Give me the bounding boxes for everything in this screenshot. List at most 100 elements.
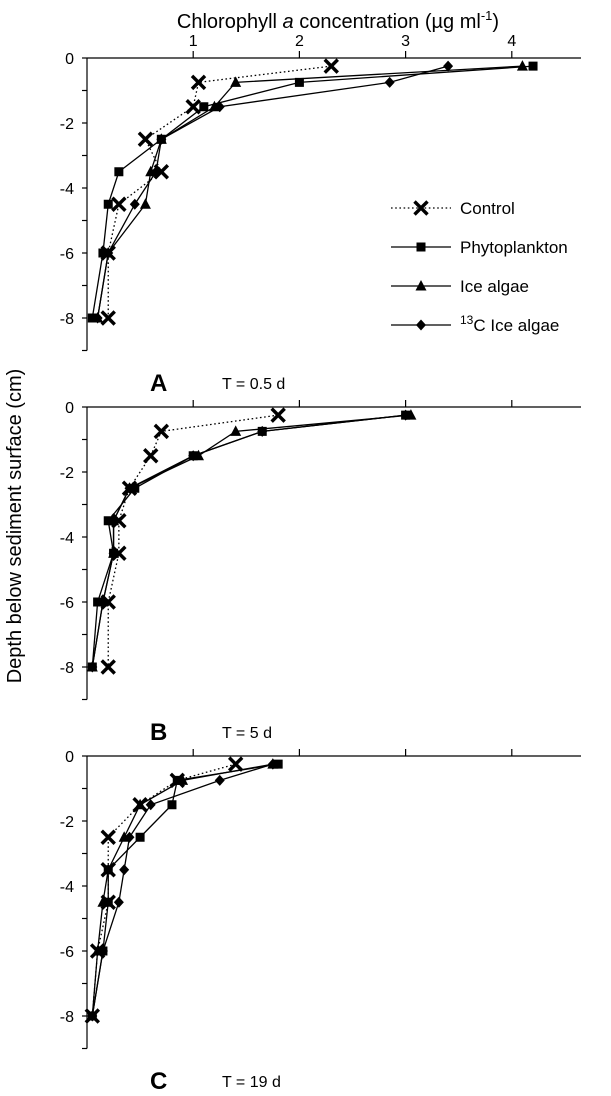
- phyto-marker: [156, 134, 166, 144]
- phyto-marker: [98, 248, 108, 258]
- phyto-marker: [416, 242, 426, 252]
- control-marker: [89, 943, 106, 959]
- phyto-marker: [135, 832, 145, 842]
- y-axis-title: Depth below sediment surface (cm): [4, 369, 26, 684]
- series-ice: [86, 409, 417, 672]
- y-tick-label: -2: [60, 116, 74, 133]
- c13-marker: [443, 60, 454, 72]
- c13-marker: [145, 799, 156, 811]
- control-marker: [111, 513, 127, 529]
- phyto-marker: [199, 102, 209, 112]
- control-marker: [121, 480, 138, 496]
- phyto-marker: [401, 410, 411, 420]
- series-control: [100, 58, 339, 326]
- y-tick-label: -4: [60, 530, 74, 547]
- x-tick-label: 4: [507, 33, 516, 50]
- panel-c: 0 -2 -4 -6 -8 C T = 19 d: [60, 749, 581, 1095]
- series-ice: [86, 758, 279, 1021]
- phyto-line: [91, 763, 279, 1017]
- x-axis-title-close: ): [492, 11, 499, 33]
- control-marker: [100, 245, 116, 261]
- y-tick-label: -6: [60, 246, 74, 263]
- series-c13: [87, 409, 411, 673]
- ice-marker: [230, 76, 242, 87]
- control-marker: [143, 448, 159, 464]
- phyto-marker: [103, 516, 113, 526]
- control-marker: [153, 423, 170, 440]
- ice-marker: [415, 280, 427, 291]
- control-marker: [323, 58, 339, 74]
- ice-line: [91, 763, 273, 1017]
- phyto-marker: [87, 313, 97, 323]
- panel-b: 0 -2 -4 -6 -8 B T = 5 d: [60, 400, 581, 746]
- x-tick-label: 1: [189, 33, 198, 50]
- control-marker: [190, 74, 207, 91]
- control-marker: [185, 99, 201, 115]
- c13-line: [91, 414, 406, 668]
- control-marker: [111, 196, 127, 212]
- legend: Control Phytoplankton Ice algae 13C Ice alg…: [391, 199, 568, 335]
- control-marker: [100, 894, 116, 910]
- legend-item-c13: 13C Ice algae: [391, 313, 559, 335]
- control-marker: [169, 772, 185, 789]
- y-tick-label: -6: [60, 944, 74, 961]
- panel-time-label: T = 5 d: [222, 725, 272, 742]
- x-tick-label: 2: [295, 33, 304, 50]
- control-marker: [270, 407, 286, 423]
- control-line: [91, 763, 236, 1017]
- x-axis-title: Chlorophyll a concentration (µg ml-1): [177, 8, 499, 33]
- legend-label: Ice algae: [460, 277, 529, 296]
- phyto-marker: [528, 61, 538, 71]
- control-marker: [100, 659, 116, 675]
- y-tick-label: -8: [60, 1009, 74, 1026]
- c13-line: [96, 65, 449, 319]
- legend-item-control: Control: [391, 199, 515, 218]
- control-marker: [84, 1008, 101, 1024]
- panel-time-label: T = 19 d: [222, 1074, 281, 1091]
- control-marker: [153, 164, 170, 180]
- y-tick-label: -4: [60, 879, 74, 896]
- x-axis-title-main: Chlorophyll: [177, 11, 283, 33]
- phyto-marker: [93, 597, 103, 607]
- phyto-line: [91, 65, 534, 319]
- control-marker: [100, 310, 116, 326]
- y-tick-label: 0: [65, 400, 74, 417]
- legend-label: 13C Ice algae: [460, 313, 559, 335]
- y-tick-label: -8: [60, 660, 74, 677]
- panels: 123450-2-4-6-8AT = 0.5 d0-2-4-6-8BT = 5 …: [60, 33, 581, 1095]
- x-axis-title-sup: -1: [481, 8, 493, 23]
- c13-marker: [113, 896, 124, 908]
- series-c13: [87, 758, 278, 1022]
- series-control: [100, 407, 286, 675]
- y-tick-label: -6: [60, 595, 74, 612]
- c13-marker: [214, 774, 225, 786]
- control-marker: [100, 594, 116, 610]
- ice-line: [91, 414, 411, 668]
- y-tick-label: -2: [60, 814, 74, 831]
- y-tick-label: -2: [60, 465, 74, 482]
- series-c13: [92, 60, 454, 324]
- y-tick-label: -8: [60, 311, 74, 328]
- ice-marker: [139, 198, 151, 209]
- panel-letter: C: [150, 1068, 167, 1095]
- control-marker: [227, 756, 244, 772]
- c13-line: [91, 763, 274, 1017]
- phyto-marker: [98, 946, 108, 956]
- control-marker: [132, 797, 148, 813]
- legend-item-ice: Ice algae: [391, 277, 529, 296]
- legend-label: Control: [460, 199, 515, 218]
- panel-letter: B: [150, 719, 167, 746]
- series-phyto: [87, 61, 538, 323]
- c13-marker: [129, 198, 140, 210]
- series-phyto: [87, 410, 411, 672]
- panel-time-label: T = 0.5 d: [222, 376, 285, 393]
- control-marker: [100, 829, 116, 845]
- phyto-marker: [109, 548, 119, 558]
- control-marker: [111, 545, 127, 561]
- phyto-marker: [87, 662, 97, 672]
- phyto-marker: [130, 483, 140, 493]
- ice-marker: [208, 100, 220, 112]
- phyto-marker: [103, 199, 113, 209]
- x-tick-label: 3: [401, 33, 410, 50]
- legend-item-phyto: Phytoplankton: [391, 238, 568, 257]
